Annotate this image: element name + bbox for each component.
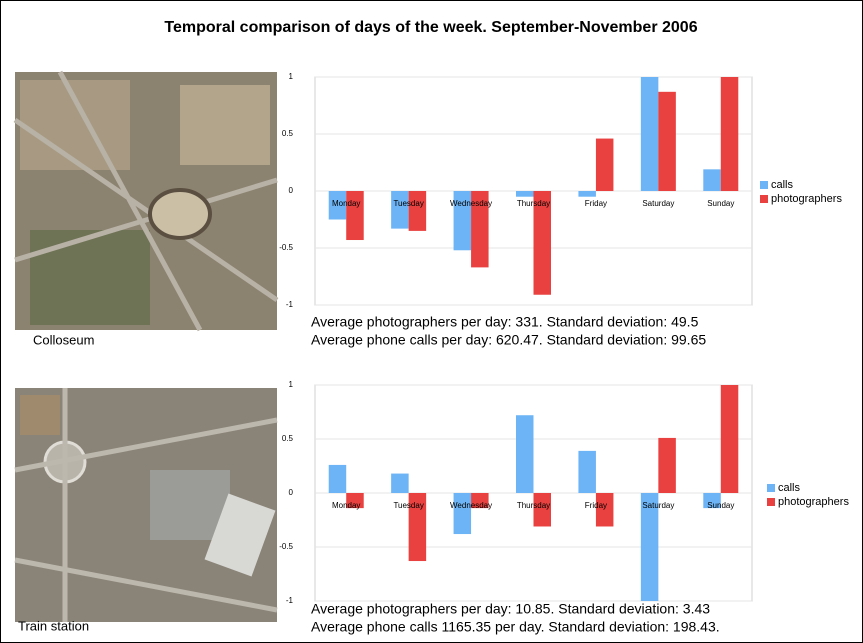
x-tick-label: Thursday [517, 501, 550, 510]
bar [516, 191, 534, 197]
page-title: Temporal comparison of days of the week.… [164, 19, 697, 36]
page: Temporal comparison of days of the week.… [0, 0, 863, 643]
y-tick-label: 0 [289, 186, 294, 195]
legend-swatch [760, 195, 768, 203]
x-tick-label: Sunday [707, 501, 734, 510]
x-tick-label: Saturday [642, 199, 674, 208]
image-label: Colloseum [33, 332, 94, 347]
x-tick-label: Wednesday [450, 501, 492, 510]
legend-label: photographers [778, 496, 849, 508]
x-tick-label: Friday [585, 199, 607, 208]
aerial-image [15, 72, 277, 330]
x-tick-label: Monday [332, 199, 360, 208]
x-tick-label: Wednesday [450, 199, 492, 208]
legend-label: photographers [771, 193, 842, 205]
bar [409, 191, 427, 231]
bar [658, 438, 676, 493]
annotation: Average photographers per day: 331. Stan… [311, 314, 699, 330]
bar [391, 474, 409, 493]
y-tick-label: 1 [289, 380, 294, 389]
bar [658, 92, 676, 191]
x-tick-label: Tuesday [393, 501, 423, 510]
x-tick-label: Sunday [707, 199, 734, 208]
x-tick-label: Monday [332, 501, 360, 510]
y-tick-label: 0 [289, 488, 294, 497]
bar [703, 169, 721, 191]
bar [329, 465, 347, 493]
bar [516, 415, 534, 493]
annotation: Average phone calls per day: 620.47. Sta… [311, 332, 706, 348]
bar [721, 385, 739, 493]
bar [578, 451, 596, 493]
y-tick-label: -0.5 [279, 243, 293, 252]
annotation: Average phone calls 1165.35 per day. Sta… [311, 619, 720, 635]
legend-swatch [760, 181, 768, 189]
y-tick-label: 1 [289, 72, 294, 81]
bar [391, 191, 409, 229]
x-tick-label: Tuesday [393, 199, 423, 208]
bar [721, 77, 739, 191]
aerial-image [15, 388, 277, 622]
bar [641, 77, 659, 191]
legend-label: calls [778, 482, 801, 494]
y-tick-label: -0.5 [279, 542, 293, 551]
bar [596, 139, 614, 191]
x-tick-label: Saturday [642, 501, 674, 510]
legend-label: calls [771, 179, 794, 191]
y-tick-label: 0.5 [282, 129, 294, 138]
legend-swatch [767, 484, 775, 492]
x-tick-label: Thursday [517, 199, 550, 208]
x-tick-label: Friday [585, 501, 607, 510]
y-tick-label: 0.5 [282, 434, 294, 443]
annotation: Average photographers per day: 10.85. St… [311, 601, 710, 617]
bar [578, 191, 596, 197]
image-label: Train station [18, 618, 89, 633]
legend-swatch [767, 498, 775, 506]
y-tick-label: -1 [286, 596, 294, 605]
bar [454, 493, 472, 534]
y-tick-label: -1 [286, 300, 294, 309]
